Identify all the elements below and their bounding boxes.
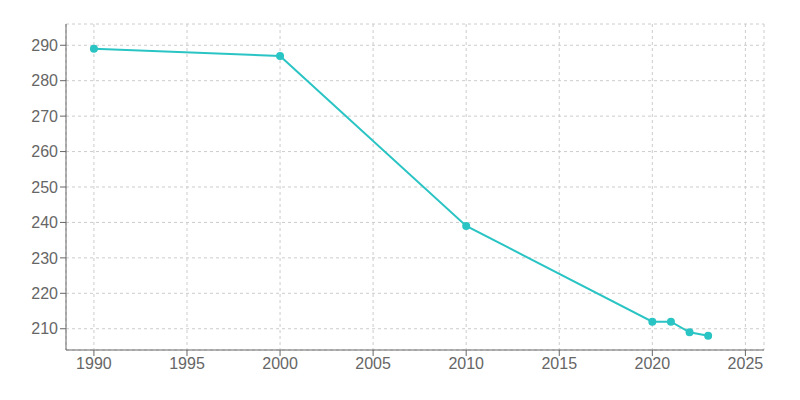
svg-text:270: 270 bbox=[31, 108, 58, 125]
svg-text:2025: 2025 bbox=[728, 355, 764, 372]
svg-text:220: 220 bbox=[31, 285, 58, 302]
svg-text:2005: 2005 bbox=[355, 355, 391, 372]
svg-text:210: 210 bbox=[31, 320, 58, 337]
svg-text:2020: 2020 bbox=[635, 355, 671, 372]
svg-text:290: 290 bbox=[31, 37, 58, 54]
svg-text:240: 240 bbox=[31, 214, 58, 231]
svg-text:2010: 2010 bbox=[448, 355, 484, 372]
svg-text:2015: 2015 bbox=[541, 355, 577, 372]
svg-text:230: 230 bbox=[31, 250, 58, 267]
svg-text:260: 260 bbox=[31, 143, 58, 160]
svg-text:2000: 2000 bbox=[262, 355, 298, 372]
svg-text:1990: 1990 bbox=[76, 355, 112, 372]
svg-text:1995: 1995 bbox=[169, 355, 205, 372]
svg-text:250: 250 bbox=[31, 179, 58, 196]
svg-text:280: 280 bbox=[31, 72, 58, 89]
